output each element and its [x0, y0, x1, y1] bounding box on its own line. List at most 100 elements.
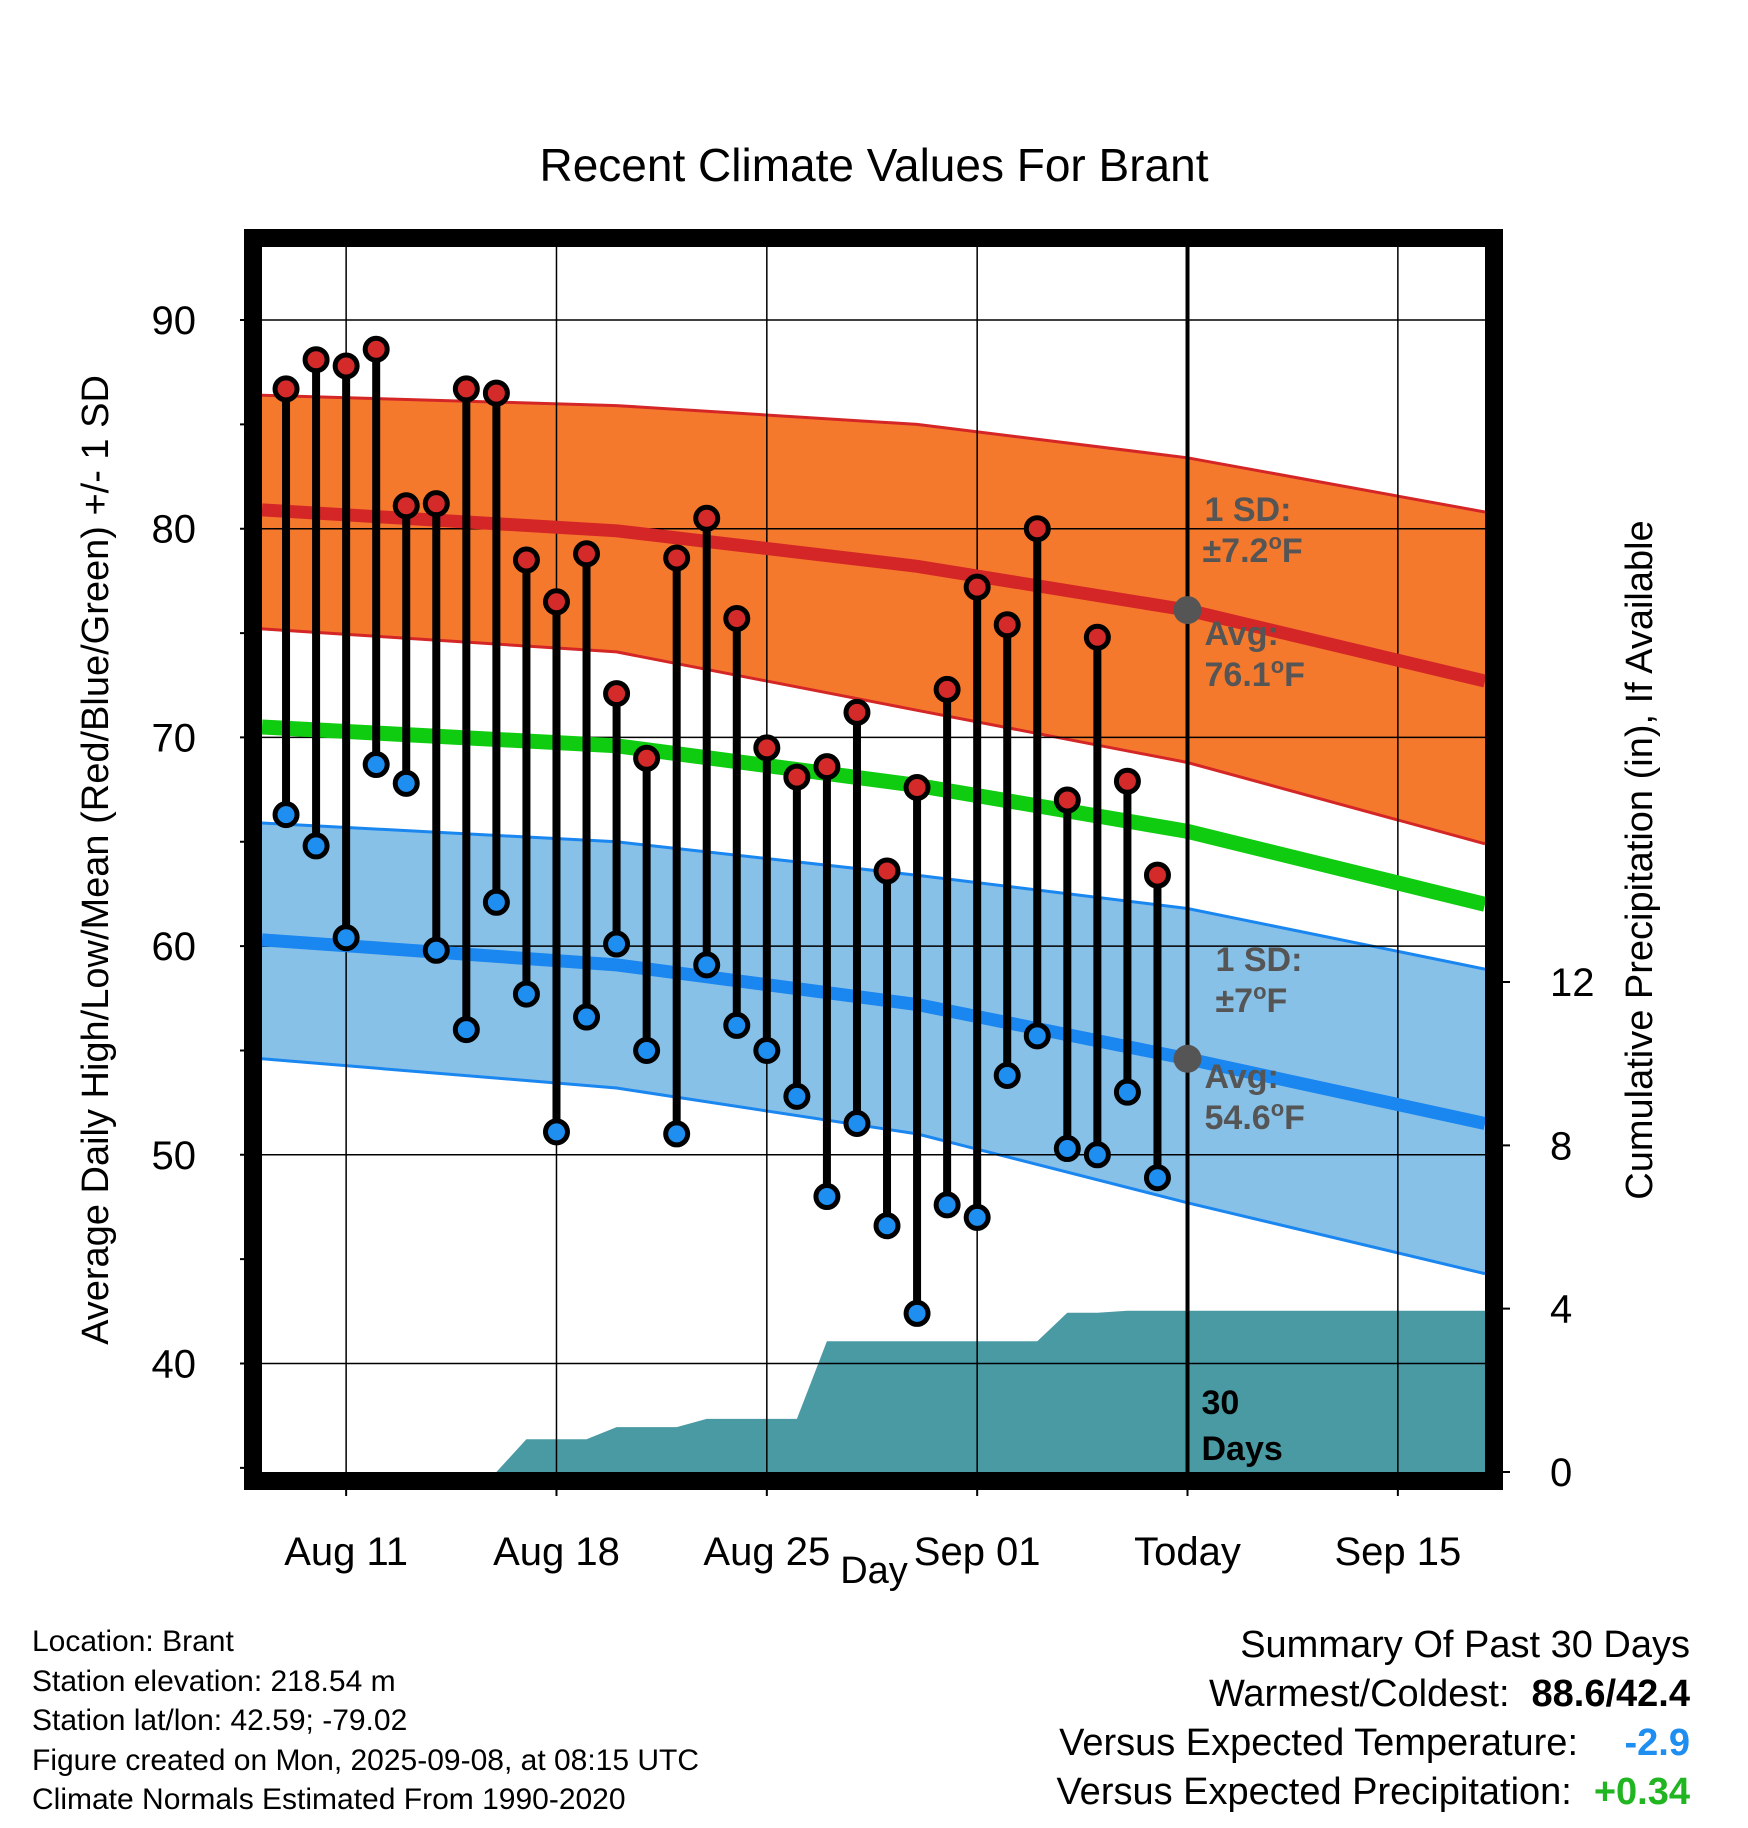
daily-low-point [573, 1003, 601, 1031]
x-tick-label: Aug 11 [284, 1530, 408, 1574]
station-info: Location: Brant Station elevation: 218.5… [32, 1622, 699, 1820]
low-avg-label: Avg: [1205, 1058, 1279, 1096]
daily-high-point [1053, 786, 1081, 814]
summary-temp-label: Versus Expected Temperature: [1059, 1722, 1578, 1764]
daily-low-point [422, 936, 450, 964]
daily-high-point [302, 346, 330, 374]
y-tick-label: 50 [152, 1134, 197, 1178]
latlon-text: Station lat/lon: 42.59; -79.02 [32, 1704, 408, 1737]
summary-precip-row: Versus Expected Precipitation: +0.34 [1056, 1768, 1690, 1817]
chart-title: Recent Climate Values For Brant [540, 139, 1209, 191]
daily-low-point [512, 980, 540, 1008]
summary-temp-row: Versus Expected Temperature: -2.9 [1056, 1719, 1690, 1768]
daily-high-point [512, 546, 540, 574]
y2-tick-label: 8 [1550, 1124, 1572, 1168]
daily-high-point [1143, 861, 1171, 889]
summary-precip-value: +0.34 [1593, 1771, 1690, 1813]
daily-low-point [603, 930, 631, 958]
daily-low-point [1023, 1022, 1051, 1050]
daily-high-point [963, 573, 991, 601]
daily-high-point [542, 588, 570, 616]
daily-low-point [1143, 1164, 1171, 1192]
daily-high-point [452, 375, 480, 403]
days-count-label: 30 [1202, 1384, 1240, 1422]
daily-high-point [272, 375, 300, 403]
high-sd-value: ±7.2oF [1203, 529, 1303, 570]
daily-low-point [482, 888, 510, 916]
y2-tick-label: 0 [1550, 1451, 1572, 1495]
today-low-average-marker [1173, 1044, 1202, 1073]
daily-low-point [1083, 1141, 1111, 1169]
daily-high-point [422, 490, 450, 518]
daily-high-point [603, 680, 631, 708]
daily-low-point [392, 769, 420, 797]
y-tick-label: 60 [152, 925, 197, 969]
high-avg-label: Avg: [1205, 615, 1279, 653]
plot-frame [244, 229, 1503, 1490]
created-text: Figure created on Mon, 2025-09-08, at 08… [32, 1743, 700, 1777]
daily-low-point [813, 1183, 841, 1211]
daily-low-point [723, 1011, 751, 1039]
daily-high-point [633, 744, 661, 772]
daily-low-point [272, 801, 300, 829]
y2-tick-label: 12 [1550, 961, 1595, 1005]
daily-low-point [783, 1082, 811, 1110]
x-tick-label: Sep 15 [1334, 1530, 1461, 1574]
y-axis-label: Average Daily High/Low/Mean (Red/Blue/Gr… [75, 375, 117, 1345]
daily-low-point [1053, 1135, 1081, 1163]
daily-high-point [663, 544, 691, 572]
daily-low-point [332, 924, 360, 952]
daily-high-point [332, 352, 360, 380]
x-tick-label: Aug 18 [493, 1530, 620, 1574]
y-tick-label: 80 [152, 508, 197, 552]
x-tick-label: Sep 01 [914, 1530, 1041, 1574]
daily-low-point [993, 1061, 1021, 1089]
low-sd-label: 1 SD: [1216, 941, 1303, 979]
location-text: Location: Brant [32, 1625, 234, 1658]
daily-high-point [1083, 623, 1111, 651]
daily-low-point [663, 1120, 691, 1148]
daily-high-point [993, 611, 1021, 639]
summary-temp-value: -2.9 [1624, 1722, 1690, 1764]
daily-low-point [693, 951, 721, 979]
y-tick-label: 40 [152, 1342, 197, 1386]
low-sd-band [262, 823, 1485, 1274]
days-word-label: Days [1202, 1430, 1283, 1468]
y-tick-label: 70 [152, 716, 197, 760]
daily-low-point [933, 1191, 961, 1219]
daily-low-point [1113, 1078, 1141, 1106]
y2-tick-label: 4 [1550, 1288, 1572, 1332]
daily-high-point [362, 335, 390, 363]
daily-high-point [843, 698, 871, 726]
daily-low-point [843, 1109, 871, 1137]
daily-high-point [813, 753, 841, 781]
daily-low-point [753, 1036, 781, 1064]
summary-warmest-value: 88.6/42.4 [1531, 1673, 1690, 1715]
summary-panel: Summary Of Past 30 Days Warmest/Coldest:… [1056, 1620, 1690, 1817]
chart-overlay: 40 50 60 70 80 90 0 4 8 12 Aug 11 Aug 18 Aug 25 Sep 0… [152, 229, 1595, 1574]
daily-low-point [903, 1299, 931, 1327]
elevation-text: Station elevation: 218.54 m [32, 1664, 396, 1698]
daily-low-point [542, 1118, 570, 1146]
daily-high-point [783, 763, 811, 791]
daily-low-point [452, 1016, 480, 1044]
low-sd-value: ±7oF [1216, 979, 1288, 1020]
daily-low-point [633, 1036, 661, 1064]
daily-high-point [723, 604, 751, 632]
daily-high-point [693, 504, 721, 532]
daily-low-point [362, 751, 390, 779]
x-tick-label: Aug 25 [703, 1530, 830, 1574]
y-tick-label: 90 [152, 299, 197, 343]
daily-high-point [933, 675, 961, 703]
low-avg-value: 54.6oF [1205, 1096, 1305, 1137]
normals-text: Climate Normals Estimated From 1990-2020 [32, 1783, 626, 1816]
high-sd-label: 1 SD: [1205, 491, 1292, 529]
summary-precip-label: Versus Expected Precipitation: [1056, 1771, 1572, 1813]
summary-warmest-label: Warmest/Coldest: [1208, 1673, 1510, 1715]
x-axis-label: Day [840, 1550, 908, 1592]
daily-high-point [573, 540, 601, 568]
daily-low-point [302, 832, 330, 860]
precipitation-area [496, 1310, 1485, 1472]
high-sd-band [262, 395, 1485, 844]
